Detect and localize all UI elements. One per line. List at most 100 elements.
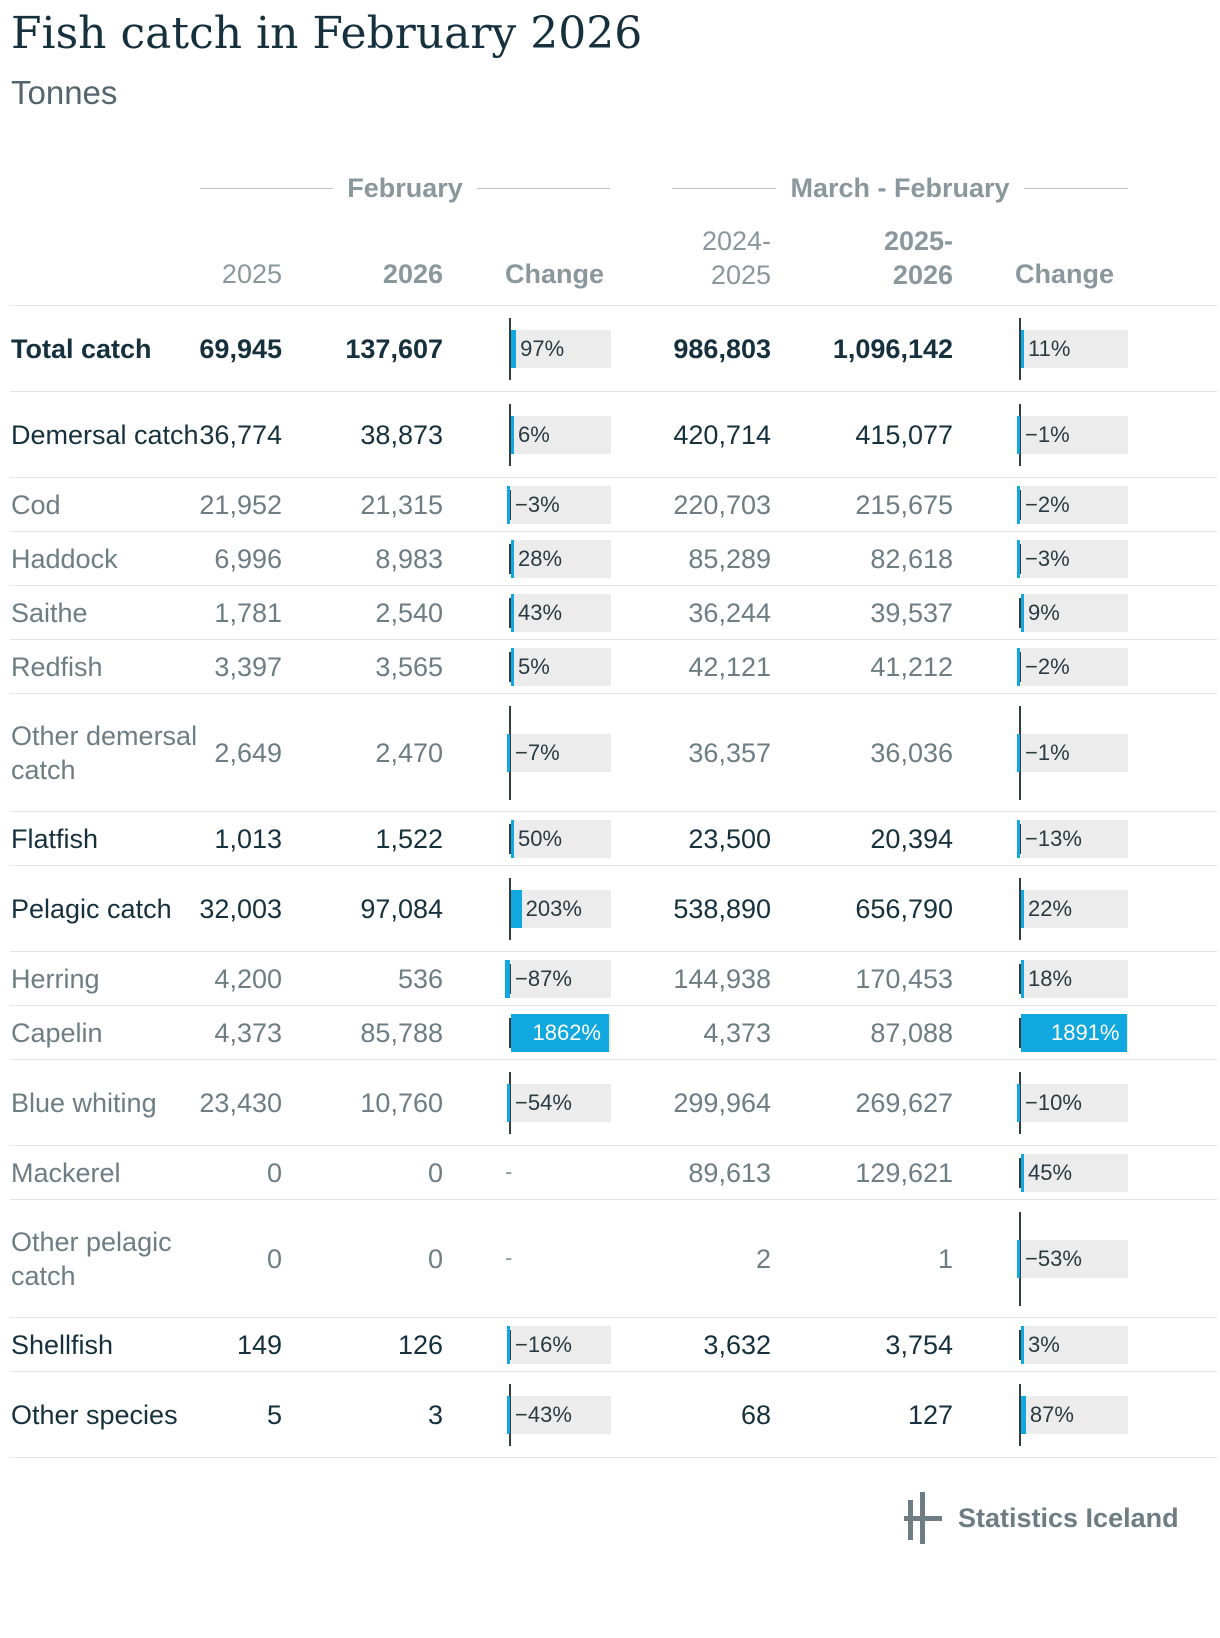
row-divider bbox=[10, 305, 1217, 306]
mf-change-label: 87% bbox=[1029, 1402, 1074, 1427]
feb-2026-value: 85,788 bbox=[360, 1018, 443, 1048]
mf-2024-2025-value: 538,890 bbox=[673, 894, 771, 924]
feb-change-bar-bg bbox=[511, 734, 611, 772]
col-head-mf-2025-2026: 2025- 2026 bbox=[883, 226, 953, 290]
feb-change-bar bbox=[511, 330, 517, 368]
feb-2025-value: 23,430 bbox=[199, 1088, 282, 1118]
mf-change-axis bbox=[1019, 878, 1021, 940]
mf-2025-2026-value: 1,096,142 bbox=[832, 334, 953, 364]
mf-change-bar bbox=[1017, 1084, 1020, 1122]
feb-change-axis bbox=[509, 318, 511, 380]
feb-2025-value: 149 bbox=[236, 1330, 282, 1360]
mf-change-axis bbox=[1019, 1018, 1021, 1048]
feb-change-label: 97% bbox=[520, 336, 565, 361]
feb-change-bar bbox=[505, 960, 510, 998]
mf-change-bar bbox=[1021, 1396, 1026, 1434]
mf-change-bar-bg bbox=[1021, 1154, 1128, 1192]
mf-2025-2026-value: 170,453 bbox=[855, 964, 953, 994]
mf-change-bar bbox=[1021, 890, 1024, 928]
group-label-february: February bbox=[347, 172, 463, 203]
feb-2026-value: 38,873 bbox=[360, 420, 443, 450]
feb-change-axis bbox=[509, 824, 511, 854]
mf-2025-2026-value: 87,088 bbox=[870, 1018, 953, 1048]
row-divider bbox=[10, 391, 1217, 392]
mf-change-axis bbox=[1019, 1158, 1021, 1188]
mf-2025-2026-value: 129,621 bbox=[855, 1158, 953, 1188]
feb-change-bar-bg bbox=[511, 1396, 611, 1434]
row-label: Saithe bbox=[11, 598, 88, 628]
feb-2025-value: 0 bbox=[266, 1158, 282, 1188]
table-row: Capelin 4,373 85,788 4,373 87,088 1862% 1891% bbox=[0, 1006, 1220, 1060]
feb-change-axis bbox=[509, 652, 511, 682]
group-rule bbox=[672, 187, 777, 189]
feb-2026-value: 1,522 bbox=[375, 824, 443, 854]
table-row: Flatfish 1,013 1,522 23,500 20,394 50% −13% bbox=[0, 812, 1220, 866]
mf-change-bar bbox=[1021, 594, 1024, 632]
row-label: Other species bbox=[11, 1400, 178, 1430]
row-divider bbox=[10, 1317, 1217, 1318]
mf-change-bar bbox=[1021, 1326, 1024, 1364]
feb-change-axis bbox=[509, 878, 511, 940]
row-label: Demersal catch bbox=[11, 420, 199, 450]
feb-change-label: −3% bbox=[515, 492, 560, 517]
feb-change-bar bbox=[507, 734, 510, 772]
feb-2025-value: 6,996 bbox=[214, 544, 282, 574]
mf-change-label: −13% bbox=[1025, 826, 1082, 851]
row-divider bbox=[10, 531, 1217, 532]
page-title: Fish catch in February 2026 bbox=[11, 8, 643, 59]
feb-2025-value: 21,952 bbox=[199, 490, 282, 520]
mf-change-bar bbox=[1021, 960, 1024, 998]
feb-2026-value: 137,607 bbox=[345, 334, 443, 364]
feb-change-bar-bg bbox=[511, 486, 611, 524]
feb-change-axis bbox=[509, 964, 511, 994]
mf-change-axis bbox=[1019, 544, 1021, 574]
mf-change-axis bbox=[1019, 1330, 1021, 1360]
col-head-mf-2024-2025: 2024- 2025 bbox=[701, 226, 771, 290]
feb-2026-value: 0 bbox=[427, 1158, 443, 1188]
mf-2024-2025-value: 4,373 bbox=[703, 1018, 771, 1048]
mf-change-bar bbox=[1017, 416, 1020, 454]
feb-change-label: 1862% bbox=[532, 1020, 601, 1045]
row-divider bbox=[10, 1199, 1217, 1200]
feb-change-bar-bg bbox=[511, 820, 611, 858]
row-label: Flatfish bbox=[11, 824, 99, 854]
feb-change-axis bbox=[509, 1384, 511, 1446]
feb-change-bar-bg bbox=[511, 648, 611, 686]
mf-change-bar bbox=[1021, 330, 1024, 368]
feb-change-label: −54% bbox=[515, 1090, 572, 1115]
mf-change-bar bbox=[1017, 486, 1020, 524]
feb-2025-value: 32,003 bbox=[199, 894, 282, 924]
mf-change-bar bbox=[1017, 648, 1020, 686]
row-label: Mackerel bbox=[11, 1158, 121, 1188]
feb-2026-value: 10,760 bbox=[360, 1088, 443, 1118]
mf-change-bar-bg bbox=[1021, 330, 1128, 368]
table-row: Other demersal catch 2,649 2,470 36,357 36,0… bbox=[0, 694, 1220, 812]
mf-change-axis bbox=[1019, 1384, 1021, 1446]
feb-change-bar bbox=[511, 594, 514, 632]
mf-2024-2025-value: 420,714 bbox=[673, 420, 771, 450]
feb-change-bar-bg bbox=[511, 890, 611, 928]
table-row: Cod 21,952 21,315 220,703 215,675 −3% −2% bbox=[0, 478, 1220, 532]
feb-change-label: 203% bbox=[525, 896, 582, 921]
mf-change-bar-bg bbox=[1021, 820, 1128, 858]
feb-change-axis bbox=[509, 544, 511, 574]
feb-change-axis bbox=[509, 706, 511, 800]
mf-change-bar-bg bbox=[1021, 1240, 1128, 1278]
table-row: Other species 5 3 68 127 −43% 87% bbox=[0, 1372, 1220, 1458]
group-rule bbox=[1023, 187, 1128, 189]
mf-2025-2026-value: 3,754 bbox=[885, 1330, 953, 1360]
row-label: Total catch bbox=[11, 334, 152, 364]
mf-change-bar-bg bbox=[1021, 890, 1128, 928]
mf-change-label: 18% bbox=[1028, 966, 1073, 991]
mf-change-axis bbox=[1019, 652, 1021, 682]
mf-change-bar-bg bbox=[1021, 1084, 1128, 1122]
row-divider bbox=[10, 1059, 1217, 1060]
mf-2025-2026-value: 215,675 bbox=[855, 490, 953, 520]
mf-2024-2025-value: 89,613 bbox=[688, 1158, 771, 1188]
feb-2026-value: 3 bbox=[427, 1400, 443, 1430]
mf-change-bar-bg bbox=[1021, 1326, 1128, 1364]
mf-change-axis bbox=[1019, 404, 1021, 466]
mf-change-bar-bg bbox=[1021, 594, 1128, 632]
mf-change-label: 3% bbox=[1028, 1332, 1060, 1357]
table-row: Herring 4,200 536 144,938 170,453 −87% 18% bbox=[0, 952, 1220, 1006]
